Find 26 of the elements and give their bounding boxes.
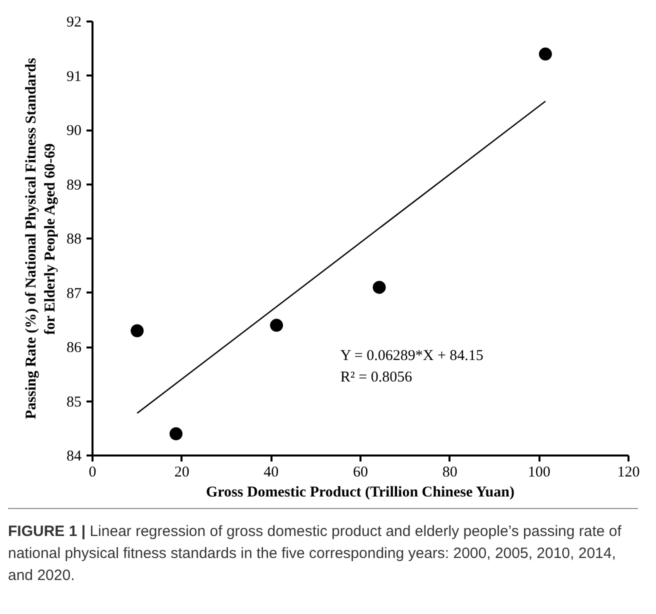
point — [130, 324, 144, 338]
x-tick-label: 40 — [264, 464, 279, 480]
y-tick-label: 91 — [66, 68, 82, 85]
point — [270, 318, 284, 332]
x-tick-label: 100 — [528, 464, 550, 480]
x-tick-label: 0 — [88, 464, 96, 480]
y-tick-label: 84 — [66, 448, 82, 464]
y-tick-label: 90 — [66, 123, 82, 139]
y-tick-label: 86 — [66, 340, 82, 356]
x-axis-title: Gross Domestic Product (Trillion Chinese Yuan) — [206, 484, 514, 500]
y-tick-label: 89 — [66, 177, 82, 194]
annotation: Y = 0.06289*X + 84.15 — [340, 348, 484, 364]
x-tick-label: 60 — [353, 464, 368, 480]
annotation: R² = 0.8056 — [340, 369, 413, 386]
y-tick-label: 87 — [66, 286, 82, 302]
x-tick-label: 120 — [617, 464, 640, 480]
point — [372, 280, 386, 294]
y-tick-label: 88 — [66, 232, 82, 248]
y-axis-title: Passing Rate (%) of National Physical Fitness Standards for Elderly People Aged 60-69 — [23, 58, 58, 420]
y-tick-label: 85 — [66, 394, 82, 410]
point — [170, 427, 183, 440]
x-tick-label: 80 — [442, 464, 458, 480]
caption: FIGURE 1 | Linear regression of gross domestic product and elderly people’s passing rate of national physical fitness standards in the five corresponding years: 2000, 2005, 2010, 2014, and 2020. — [8, 522, 622, 586]
x-tick-label: 20 — [174, 464, 190, 480]
y-tick-label: 92 — [66, 14, 82, 30]
point — [538, 48, 552, 61]
